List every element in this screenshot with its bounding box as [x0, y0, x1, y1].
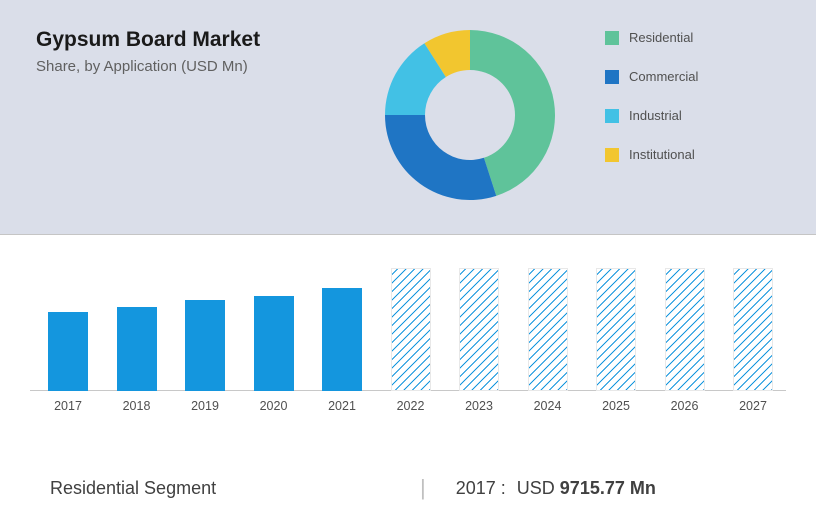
- forecast-bar: [596, 268, 636, 391]
- top-panel: Gypsum Board Market Share, by Applicatio…: [0, 0, 816, 235]
- legend-swatch: [605, 109, 619, 123]
- actual-bar: [117, 307, 157, 391]
- donut-slice-commercial: [385, 115, 496, 200]
- legend-label: Industrial: [629, 108, 682, 123]
- legend-item-commercial: Commercial: [605, 69, 698, 84]
- year-label: 2027: [721, 399, 785, 413]
- chart-title: Gypsum Board Market: [36, 28, 320, 52]
- year-label: 2019: [173, 399, 237, 413]
- bar-chart: 2017 2018 2019 2020 2021 2022 2023 2024 2025 2026…: [30, 265, 786, 415]
- year-label: 2023: [447, 399, 511, 413]
- forecast-bar: [391, 268, 431, 391]
- year-label: 2018: [105, 399, 169, 413]
- year-label: 2022: [379, 399, 443, 413]
- actual-bar: [322, 288, 362, 391]
- year-label: 2020: [242, 399, 306, 413]
- metric-year: 2017 :: [456, 478, 506, 498]
- legend-item-industrial: Industrial: [605, 108, 698, 123]
- actual-bar: [185, 300, 225, 391]
- actual-bar: [48, 312, 88, 391]
- year-label: 2024: [516, 399, 580, 413]
- forecast-bar: [459, 268, 499, 391]
- forecast-bar: [528, 268, 568, 391]
- donut-chart: [370, 15, 570, 215]
- chart-subtitle: Share, by Application (USD Mn): [36, 58, 320, 75]
- forecast-bar: [733, 268, 773, 391]
- title-block: Gypsum Board Market Share, by Applicatio…: [0, 0, 320, 234]
- segment-name: Residential Segment: [50, 478, 390, 499]
- footer-metric: Residential Segment | 2017 : USD 9715.77…: [0, 455, 816, 501]
- year-label: 2021: [310, 399, 374, 413]
- actual-bar: [254, 296, 294, 391]
- legend: Residential Commercial Industrial Instituti…: [605, 30, 698, 186]
- legend-label: Institutional: [629, 147, 695, 162]
- bar-panel: 2017 2018 2019 2020 2021 2022 2023 2024 2025 2026…: [0, 235, 816, 455]
- year-label: 2017: [36, 399, 100, 413]
- year-label: 2026: [653, 399, 717, 413]
- legend-label: Residential: [629, 30, 693, 45]
- legend-item-residential: Residential: [605, 30, 698, 45]
- legend-swatch: [605, 70, 619, 84]
- legend-swatch: [605, 148, 619, 162]
- legend-swatch: [605, 31, 619, 45]
- forecast-bar: [665, 268, 705, 391]
- legend-item-institutional: Institutional: [605, 147, 698, 162]
- footer-divider: |: [420, 475, 426, 501]
- metric-currency: USD: [517, 478, 560, 498]
- legend-label: Commercial: [629, 69, 698, 84]
- metric-value: 9715.77 Mn: [560, 478, 656, 498]
- year-label: 2025: [584, 399, 648, 413]
